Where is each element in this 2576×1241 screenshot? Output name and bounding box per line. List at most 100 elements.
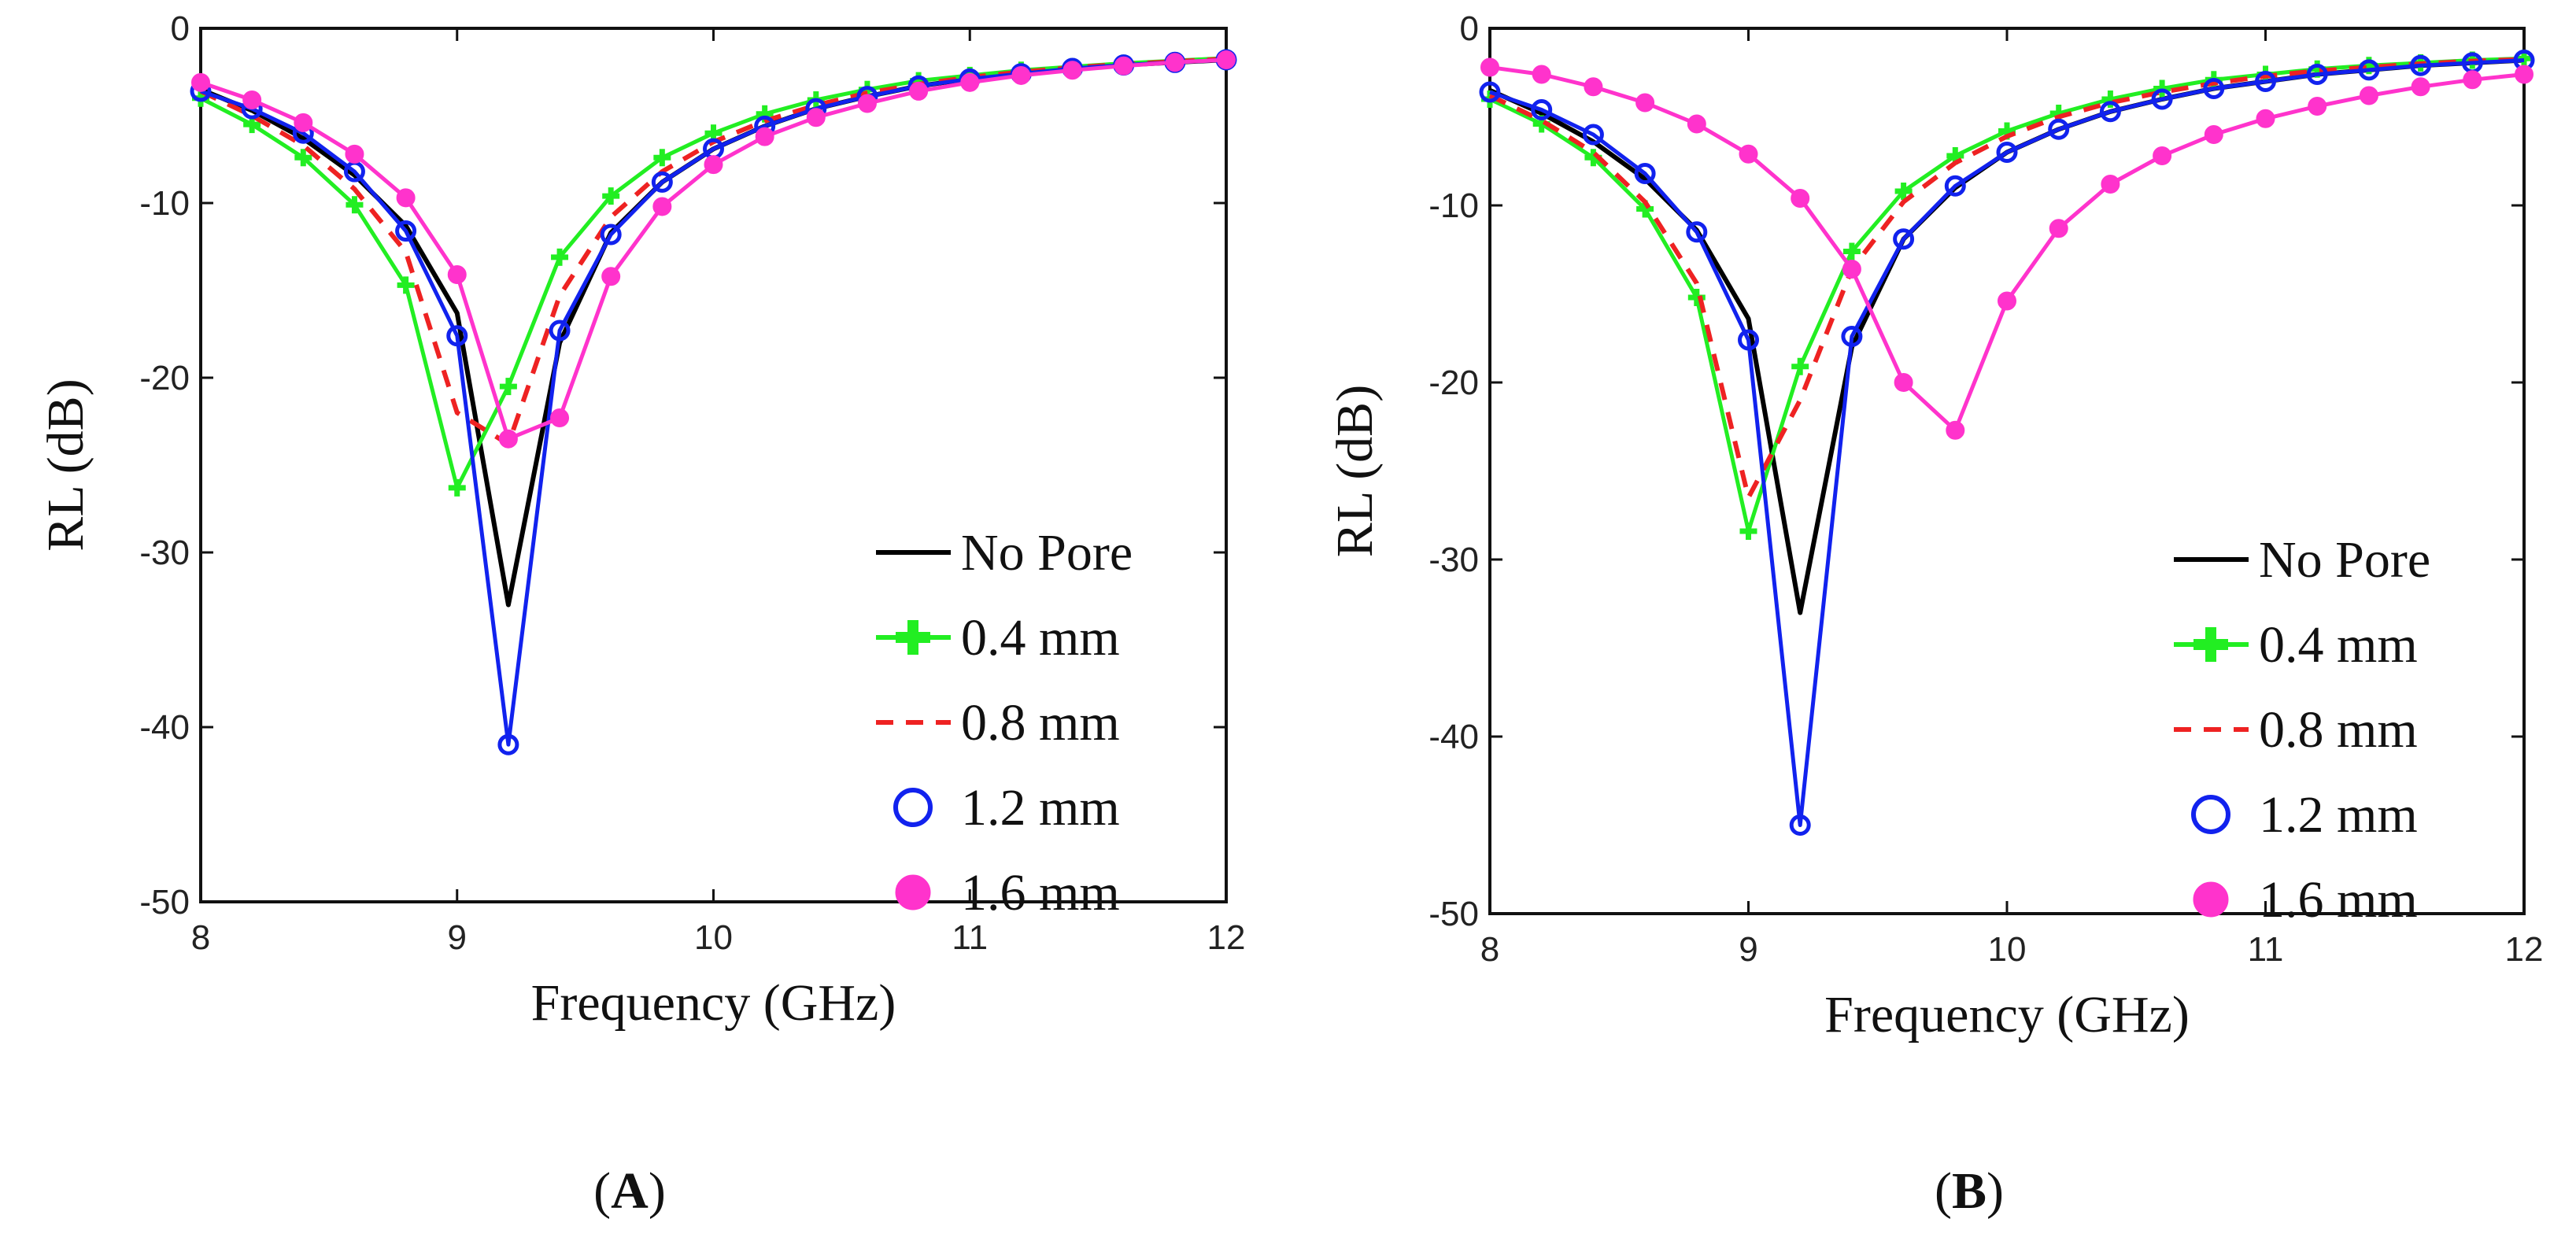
- chart-a-panel-label-open: (: [593, 1162, 611, 1220]
- chart-b-series-1-6-mm-point-5: [1739, 144, 1758, 164]
- chart-a-series-1-6-mm-point-11: [755, 127, 774, 146]
- chart-b-series-1-6-mm-point-18: [2411, 77, 2430, 97]
- chart-b-xtick-label-2: 10: [1988, 930, 2027, 969]
- chart-a-legend-item-4-swatch-marker: [895, 874, 931, 910]
- chart-a-series-1-2-mm-point-4: [395, 220, 417, 242]
- chart-b-series-1-2-mm-point-1: [1531, 99, 1553, 120]
- chart-b-series-1-6-mm-point-13: [2153, 146, 2172, 165]
- chart-a-xtick-label-3: 11: [952, 918, 988, 957]
- chart-a-series-1-6-mm-point-5: [447, 265, 467, 285]
- chart-b-panel-label-letter: B: [1952, 1162, 1987, 1220]
- chart-b-xtick-label-0: 8: [1480, 930, 1499, 969]
- chart-a-series-1-6-mm-point-12: [806, 108, 826, 127]
- chart-b-series-1-2-mm-point-12: [2099, 101, 2121, 123]
- chart-b-legend-item-4-label: 1.6 mm: [2259, 871, 2418, 929]
- chart-b-series-1-2-mm-point-7: [1841, 326, 1863, 347]
- chart-b-ytick-label-5: -50: [1428, 895, 1479, 933]
- chart-b-legend-item-0-label: No Pore: [2259, 531, 2430, 589]
- chart-a-series-1-6-mm-point-18: [1114, 56, 1133, 76]
- chart-b-legend-item-3-swatch-marker: [2191, 795, 2230, 834]
- chart-b-series-1-6-mm-point-10: [1998, 291, 2016, 311]
- chart-b-ytick-label-4: -40: [1428, 718, 1479, 756]
- chart-b-ytick-label-3: -30: [1428, 541, 1479, 579]
- chart-a-series-1-6-mm-point-8: [601, 267, 621, 286]
- chart-a-series-1-6-mm-point-9: [652, 197, 672, 216]
- chart-a-series-1-2-mm-point-5: [446, 325, 468, 347]
- chart-a-ytick-label-5: -50: [139, 883, 190, 922]
- chart-b-plot-area: [1488, 27, 2526, 915]
- chart-b-series-1-6-mm-point-6: [1791, 189, 1810, 208]
- chart-b-series-1-2-mm-point-13: [2151, 88, 2173, 110]
- chart-b-series-1-6-mm-point-14: [2204, 125, 2223, 144]
- chart-a-series-1-6-mm-point-4: [396, 188, 416, 208]
- chart-b-series-1-2-mm-point-16: [2306, 64, 2328, 85]
- chart-a-series-1-6-mm-point-3: [345, 144, 364, 164]
- chart-a-series-1-2-mm-point-7: [549, 319, 571, 342]
- chart-a-ytick-label-1: -10: [139, 184, 190, 223]
- chart-b-legend: No Pore 0.4 mm 0.8 mm 1.2 mm 1.6 mm: [2174, 531, 2430, 929]
- chart-b-xlabel: Frequency (GHz): [1824, 986, 2190, 1043]
- chart-a-series-1-2-mm-point-9: [651, 171, 673, 193]
- chart-b-series-1-6-mm-point-20: [2515, 65, 2533, 84]
- chart-b-ytick-label-2: -20: [1428, 364, 1479, 402]
- chart-a-ytick-label-2: -20: [139, 359, 190, 397]
- chart-a-legend-item-2-label: 0.8 mm: [961, 694, 1120, 752]
- chart-b-xtick-label-1: 9: [1739, 930, 1757, 969]
- chart-a-ytick-label-3: -30: [139, 534, 190, 572]
- chart-a-series-1-6-mm-point-13: [857, 94, 877, 113]
- chart-b-series-1-2-mm-point-2: [1582, 124, 1604, 146]
- chart-b-legend-item-2-label: 0.8 mm: [2259, 701, 2418, 759]
- chart-a-legend-item-0-label: No Pore: [961, 524, 1133, 582]
- chart-a-series-1-6-mm-group: [191, 50, 1236, 449]
- chart-b-panel: 8 9 10 11 12 0 -10 -20 -30 -40 -50 Frequency (GHz) R…: [1326, 9, 2543, 1220]
- chart-b-series-1-2-mm-point-14: [2203, 78, 2225, 99]
- chart-a-xtick-label-4: 12: [1207, 918, 1246, 957]
- chart-b-series-1-2-mm-point-15: [2255, 71, 2276, 92]
- chart-b-series-1-2-mm-point-3: [1634, 163, 1656, 184]
- chart-b-ytick-label-1: -10: [1428, 187, 1479, 225]
- chart-a-series-1-6-mm-point-20: [1217, 50, 1236, 69]
- chart-b-series-0-8-mm-group: [1488, 57, 2525, 500]
- chart-b-series-1-6-mm-point-12: [2101, 175, 2120, 194]
- chart-b-series-1-6-mm-point-4: [1687, 114, 1706, 134]
- chart-a-series-1-6-mm-point-14: [909, 81, 929, 101]
- chart-b-series-1-6-mm-point-3: [1635, 93, 1655, 113]
- chart-a-ytick-label-0: 0: [171, 9, 190, 48]
- chart-b-series-1-2-mm-point-17: [2358, 59, 2380, 81]
- chart-b-series-1-2-mm-point-4: [1686, 221, 1708, 243]
- chart-b-series-1-2-mm-point-8: [1893, 228, 1915, 250]
- chart-b-series-1-6-mm-point-0: [1480, 57, 1499, 77]
- chart-a-ytick-label-4: -40: [139, 708, 190, 747]
- chart-b-xtick-label-3: 11: [2248, 930, 2284, 969]
- chart-a-xlabel: Frequency (GHz): [531, 974, 896, 1032]
- chart-b-series-1-6-mm-point-19: [2463, 70, 2482, 90]
- chart-a-series-1-6-mm-point-16: [1011, 65, 1031, 85]
- chart-b-ylabel: RL (dB): [1326, 385, 1384, 557]
- chart-a-series-1-6-mm-point-10: [704, 155, 723, 175]
- chart-a-xtick-label-0: 8: [191, 918, 210, 957]
- chart-b-series-1-6-mm-point-7: [1842, 260, 1861, 279]
- chart-b-series-1-2-mm-point-9: [1944, 175, 1966, 197]
- chart-a-series-1-6-mm-point-19: [1165, 53, 1185, 72]
- chart-b-series-1-6-mm-point-15: [2256, 109, 2275, 128]
- chart-a-series-1-6-mm-point-1: [242, 90, 262, 110]
- chart-a-panel-label: (A): [593, 1162, 666, 1220]
- chart-b-series-1-2-mm-point-10: [1996, 142, 2018, 163]
- chart-a-series-1-2-mm-point-6: [497, 733, 519, 755]
- chart-a-series-1-2-mm-point-8: [600, 223, 622, 246]
- chart-b-series-1-6-mm-point-17: [2359, 86, 2378, 105]
- chart-a-legend: No Pore 0.4 mm 0.8 mm 1.2 mm 1.6 mm: [876, 524, 1133, 922]
- chart-b-panel-label: (B): [1935, 1162, 2004, 1220]
- chart-b-series-1-6-mm-point-11: [2049, 219, 2068, 238]
- chart-b-series-1-6-mm-point-9: [1946, 420, 1965, 440]
- chart-b-series-1-2-mm-point-5: [1738, 329, 1759, 351]
- chart-a-ylabel: RL (dB): [37, 379, 94, 551]
- chart-b-series-1-6-mm-point-2: [1584, 77, 1603, 97]
- chart-a-series-1-6-mm-point-17: [1063, 61, 1082, 80]
- chart-b-series-1-2-mm-line: [1489, 58, 2525, 827]
- chart-a-series-1-6-mm-point-15: [960, 72, 980, 92]
- chart-b-series-0-8-mm-line: [1488, 57, 2525, 500]
- chart-a-panel-label-letter: A: [611, 1162, 649, 1220]
- chart-b-series-1-2-mm-point-11: [2048, 118, 2070, 140]
